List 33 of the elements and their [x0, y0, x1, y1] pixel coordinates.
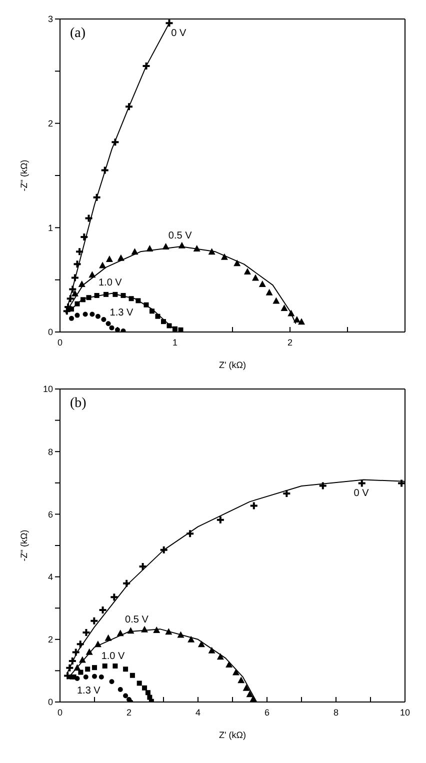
series-label: 1.3 V: [110, 307, 134, 318]
x-tick-label: 10: [400, 707, 410, 718]
x-tick-label: 2: [287, 337, 293, 348]
x-axis-title: Z' (kΩ): [219, 360, 246, 370]
y-axis-title: -Z" (kΩ): [19, 160, 30, 192]
y-tick-label: 4: [48, 572, 53, 582]
x-tick-label: 8: [333, 707, 339, 718]
series-label: 1.3 V: [77, 685, 101, 696]
y-tick-label: 2: [48, 634, 53, 645]
text: (b): [70, 396, 86, 412]
y-tick-label: 10: [42, 384, 53, 394]
y-tick-label: 1: [48, 222, 53, 233]
y-tick-label: 2: [48, 118, 53, 129]
series-label: 0.5 V: [125, 614, 149, 626]
series-label: 0 V: [171, 28, 186, 40]
x-tick-label: 0: [57, 337, 63, 348]
y-tick-label: 0: [48, 327, 53, 338]
x-tick-label: 2: [126, 707, 132, 718]
x-tick-label: 0: [57, 707, 63, 718]
y-tick-label: 0: [48, 697, 53, 708]
series-label: 1.0 V: [101, 651, 126, 662]
y-tick-label: 6: [48, 509, 53, 520]
text: (a): [70, 26, 86, 42]
x-tick-label: 1: [172, 337, 178, 348]
series-label: 0 V: [354, 488, 370, 500]
x-tick-label: 6: [264, 707, 270, 718]
y-tick-label: 3: [48, 14, 53, 24]
y-tick-label: 8: [48, 446, 53, 457]
series-label: 0.5 V: [168, 230, 192, 242]
x-axis-title: Z' (kΩ): [219, 730, 246, 740]
y-axis-title: -Z" (kΩ): [19, 530, 30, 562]
series-label: 1.0 V: [98, 277, 122, 288]
x-tick-label: 4: [195, 707, 201, 718]
